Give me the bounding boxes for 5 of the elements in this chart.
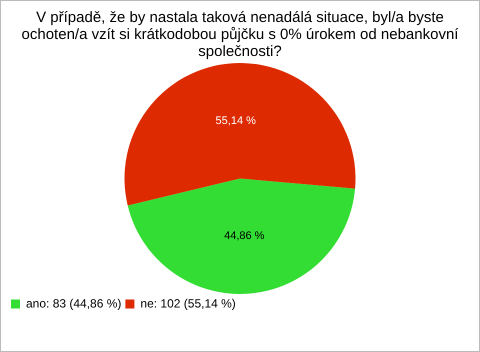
chart-title: V případě, že by nastala taková nenadálá situace, byl/a byste ochoten/a vzít si krátkodobou půjčku s 0% úrokem od nebankovní společnosti? (21, 9, 459, 60)
data-label: 44,86 % (224, 230, 265, 242)
legend-label: ano: 83 (44,86 %) (26, 296, 122, 310)
data-label: 55,14 % (216, 114, 256, 127)
legend-label: ne: 102 (55,14 %) (140, 296, 236, 310)
